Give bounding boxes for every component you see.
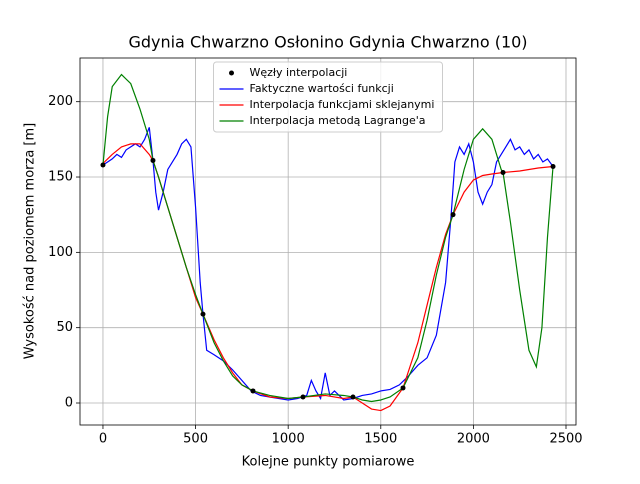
node-point: [450, 212, 456, 218]
node-point: [550, 163, 556, 169]
legend: Węzły interpolacji Faktyczne wartości fun…: [213, 61, 443, 133]
node-point: [350, 394, 356, 400]
y-axis-label: Wysokość nad poziomem morza [m]: [23, 123, 38, 359]
node-point: [500, 169, 506, 175]
node-point: [300, 394, 306, 400]
y-tick-label: 0: [65, 396, 73, 411]
legend-label: Faktyczne wartości funkcji: [250, 82, 394, 95]
x-tick-label: 1500: [364, 432, 397, 447]
legend-label: Interpolacja metodą Lagrange'a: [250, 114, 426, 127]
legend-label: Węzły interpolacji: [250, 66, 348, 79]
node-point: [200, 311, 206, 317]
x-tick-label: 2000: [457, 432, 490, 447]
legend-marker: [229, 70, 234, 76]
y-tick-label: 200: [48, 94, 73, 109]
chart-title: Gdynia Chwarzno Osłonino Gdynia Chwarzno…: [128, 33, 527, 52]
x-axis-label: Kolejne punkty pomiarowe: [242, 455, 415, 470]
x-tick-label: 1000: [272, 432, 305, 447]
node-point: [250, 388, 256, 394]
series-line: [102, 127, 554, 401]
x-tick-label: 2500: [549, 432, 582, 447]
node-point: [400, 385, 406, 391]
y-tick-label: 150: [48, 170, 73, 185]
node-point: [150, 157, 156, 163]
node-point: [100, 162, 106, 168]
y-tick-label: 100: [48, 245, 73, 260]
plot-frame: [79, 57, 577, 426]
x-tick-label: 500: [183, 432, 208, 447]
series-line: [102, 73, 554, 403]
series-group: [100, 73, 556, 412]
x-tick-label: 0: [99, 432, 107, 447]
legend-label: Interpolacja funkcjami sklejanymi: [250, 98, 435, 111]
y-tick-label: 50: [56, 320, 73, 335]
legend-box: [213, 61, 443, 133]
